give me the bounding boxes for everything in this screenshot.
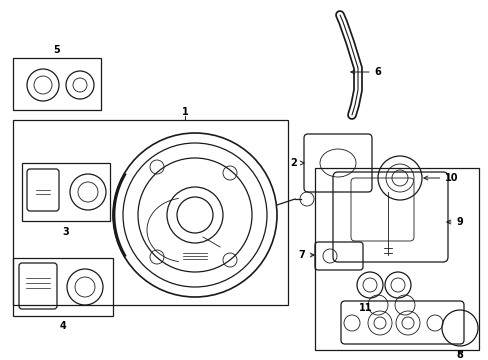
- Bar: [13, 258, 113, 316]
- Text: 6: 6: [350, 67, 381, 77]
- Bar: [22, 163, 110, 221]
- Bar: [314, 168, 478, 350]
- Text: 10: 10: [423, 173, 458, 183]
- Text: 5: 5: [54, 45, 60, 55]
- Text: 9: 9: [446, 217, 463, 227]
- Text: 1: 1: [181, 107, 188, 117]
- Bar: [13, 58, 101, 110]
- Text: 3: 3: [62, 227, 69, 237]
- Bar: [13, 120, 287, 305]
- Text: 8: 8: [456, 350, 463, 360]
- Text: 7: 7: [298, 250, 313, 260]
- Text: 2: 2: [290, 158, 304, 168]
- Text: 11: 11: [359, 303, 372, 313]
- Text: 4: 4: [60, 321, 66, 331]
